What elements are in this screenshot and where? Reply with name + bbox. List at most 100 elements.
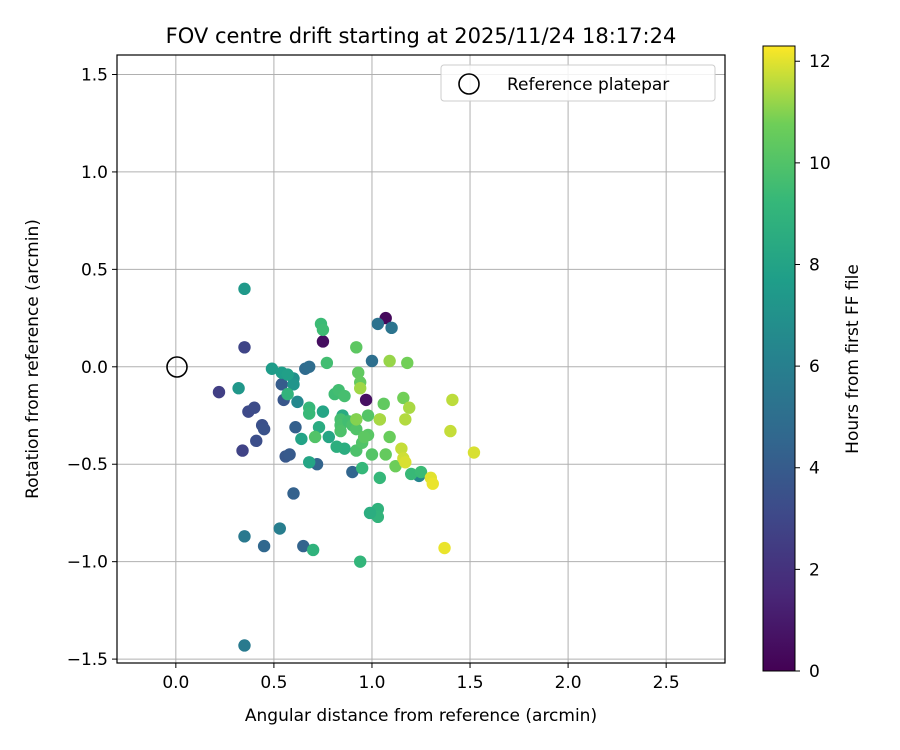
data-point [446, 393, 459, 407]
data-point [316, 405, 330, 418]
y-tick-label: 1.5 [81, 65, 108, 85]
data-point [212, 385, 226, 399]
data-point [238, 639, 251, 652]
data-point [287, 487, 300, 500]
data-point [281, 368, 294, 381]
y-tick-label: −1.0 [67, 553, 108, 573]
data-point [330, 440, 343, 453]
data-point [355, 461, 369, 475]
data-point [357, 430, 371, 444]
y-tick-label: −0.5 [67, 455, 108, 475]
data-point [287, 378, 300, 391]
data-point [426, 477, 439, 490]
data-point [359, 393, 373, 407]
data-point [365, 448, 379, 461]
data-point [303, 456, 316, 469]
data-point [373, 413, 387, 426]
data-point [414, 465, 428, 479]
data-point [250, 434, 263, 448]
data-point [371, 317, 385, 331]
x-tick-label: 2.0 [555, 673, 582, 693]
data-point [379, 448, 392, 461]
data-point [291, 395, 304, 409]
data-point [275, 378, 288, 391]
data-point [350, 341, 363, 354]
legend-box [440, 64, 716, 102]
colorbar-tick-label: 0 [809, 662, 820, 682]
colorbar-tick-label: 10 [809, 154, 831, 174]
colorbar-tick-label: 6 [809, 357, 820, 377]
data-point [238, 341, 251, 354]
data-point [399, 456, 412, 469]
data-point [334, 424, 347, 438]
data-point [297, 539, 310, 553]
y-axis-ticks: −1.5 −1.0 −0.5 0.0 0.5 1.0 1.5 [67, 65, 117, 670]
data-point [316, 335, 330, 348]
data-point [444, 424, 457, 438]
x-tick-label: 0.5 [260, 673, 287, 693]
colorbar-ticks: 0 2 4 6 8 10 12 [795, 52, 831, 682]
data-point [281, 387, 294, 401]
data-point [467, 446, 481, 459]
colorbar-label: Hours from first FF file [843, 264, 863, 454]
data-point [232, 382, 245, 395]
plot-frame [116, 54, 726, 664]
data-point [312, 421, 326, 434]
colorbar-tick-label: 2 [809, 560, 820, 580]
data-point [303, 407, 316, 420]
data-point [401, 356, 414, 370]
colorbar-tick-label: 12 [809, 52, 831, 72]
x-axis-ticks: 0.0 0.5 1.0 1.5 2.0 2.5 [162, 663, 680, 693]
data-point [303, 360, 316, 373]
data-point [238, 530, 251, 543]
data-point [438, 541, 451, 555]
data-point [365, 354, 379, 368]
legend-marker-icon [458, 73, 480, 95]
colorbar-gradient [762, 45, 796, 672]
data-point [308, 430, 322, 444]
data-point [383, 430, 396, 444]
data-point [385, 321, 398, 335]
data-point [397, 391, 410, 405]
y-tick-label: 0.5 [81, 260, 108, 280]
data-point [363, 506, 377, 520]
y-axis-label: Rotation from reference (arcmin) [23, 219, 43, 499]
data-point [354, 555, 367, 568]
data-point [257, 422, 271, 436]
y-tick-label: 1.0 [81, 163, 108, 183]
data-points [212, 282, 481, 652]
data-point [316, 323, 330, 336]
y-tick-label: −1.5 [67, 650, 108, 670]
grid [117, 55, 725, 663]
chart-title: FOV centre drift starting at 2025/11/24 … [166, 24, 677, 48]
data-point [295, 432, 308, 446]
data-point [306, 543, 320, 557]
data-point [403, 401, 416, 414]
data-point [404, 467, 418, 481]
data-point [265, 362, 279, 375]
data-point [399, 413, 412, 426]
colorbar: 0 2 4 6 8 10 12 Hours from first FF file [762, 45, 863, 682]
x-tick-label: 1.0 [358, 673, 385, 693]
data-point [322, 430, 336, 444]
data-point [289, 421, 302, 434]
data-point [338, 389, 351, 403]
colorbar-tick-label: 8 [809, 255, 820, 275]
x-tick-label: 1.5 [457, 673, 484, 693]
legend: Reference platepar [440, 64, 716, 102]
x-tick-label: 0.0 [162, 673, 189, 693]
data-point [383, 354, 396, 368]
data-point [352, 366, 365, 379]
colorbar-tick-label: 4 [809, 459, 820, 479]
data-point [257, 539, 271, 553]
data-point [346, 465, 359, 479]
data-point [236, 444, 249, 457]
data-point [373, 471, 387, 485]
x-axis-label: Angular distance from reference (arcmin) [245, 706, 597, 726]
data-point [350, 413, 363, 426]
legend-label: Reference platepar [507, 75, 669, 95]
data-point [395, 442, 408, 455]
data-point [389, 459, 402, 473]
data-point [273, 522, 286, 535]
